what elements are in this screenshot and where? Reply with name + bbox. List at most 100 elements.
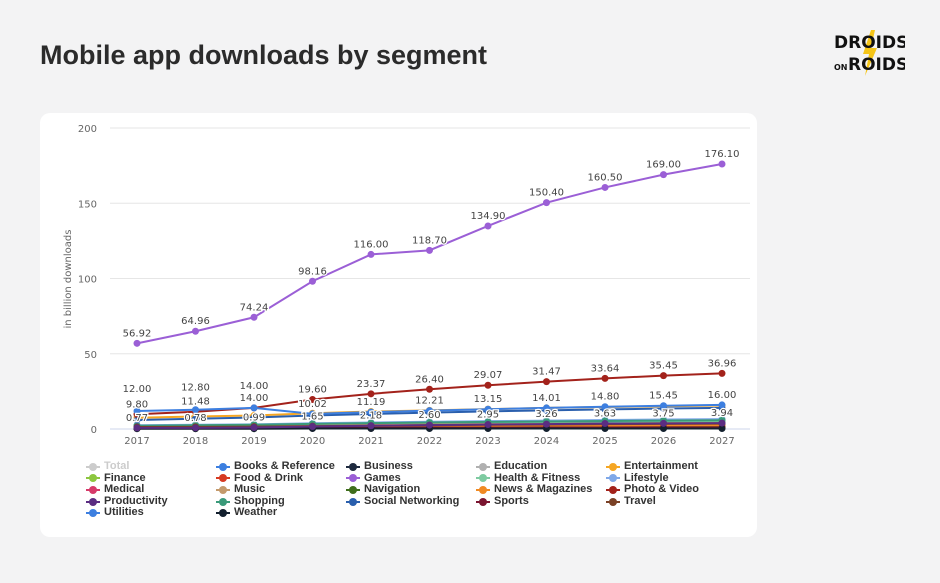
- data-point-utilities: [543, 404, 550, 412]
- data-label: 36.96: [708, 358, 737, 369]
- y-tick-label: 100: [78, 275, 97, 286]
- data-point-photo-video: [660, 372, 667, 380]
- data-point-photo-video: [309, 396, 316, 404]
- legend-item[interactable]: Education: [476, 461, 606, 473]
- data-point-social-networking: [192, 415, 199, 423]
- legend-label: Weather: [234, 507, 278, 519]
- legend-item[interactable]: Social Networking: [346, 496, 476, 508]
- data-point-social-networking: [250, 414, 258, 422]
- legend-item[interactable]: Books & Reference: [216, 461, 346, 473]
- data-point-utilities: [660, 402, 667, 410]
- data-label: 9.80: [126, 399, 148, 410]
- legend-marker-icon: [346, 485, 360, 495]
- legend-item[interactable]: Travel: [606, 496, 736, 508]
- data-point-productivity: [543, 420, 550, 428]
- x-tick-label: 2019: [241, 436, 266, 447]
- legend-item[interactable]: Entertainment: [606, 461, 736, 473]
- legend-label: Total: [104, 461, 130, 472]
- legend-item[interactable]: Games: [346, 473, 476, 485]
- y-tick-label: 200: [78, 124, 97, 135]
- data-point-utilities: [601, 403, 609, 411]
- data-label: 2.95: [477, 410, 499, 421]
- data-label: 74.24: [240, 302, 269, 313]
- data-label: 2.60: [418, 410, 440, 421]
- data-label: 31.47: [532, 367, 561, 378]
- legend-marker-icon: [86, 473, 100, 483]
- legend-item[interactable]: Shopping: [216, 496, 346, 508]
- data-point-utilities: [309, 410, 316, 418]
- data-label: 160.50: [588, 172, 623, 183]
- legend-marker-icon: [476, 473, 490, 483]
- legend-label: Travel: [624, 495, 656, 507]
- legend-label: Finance: [104, 472, 146, 484]
- data-label: 29.07: [474, 370, 503, 381]
- data-label: 11.19: [357, 397, 386, 408]
- legend-label: Photo & Video: [624, 484, 699, 496]
- legend: Total Books & Reference Business Education E…: [86, 461, 746, 519]
- data-label: 3.94: [711, 408, 733, 419]
- data-label: 98.16: [298, 266, 327, 277]
- data-label: 23.37: [357, 379, 386, 390]
- data-label: 35.45: [649, 361, 678, 372]
- data-point-photo-video: [601, 374, 609, 382]
- legend-label: Education: [494, 461, 548, 472]
- legend-label: Books & Reference: [234, 461, 335, 472]
- data-label: 169.00: [646, 160, 681, 171]
- data-label: 0.78: [184, 413, 206, 424]
- data-point-productivity: [309, 423, 316, 431]
- data-point-social-networking: [133, 416, 141, 424]
- data-label: 11.48: [181, 397, 210, 408]
- legend-marker-icon: [216, 473, 230, 483]
- legend-item[interactable]: Productivity: [86, 496, 216, 508]
- legend-label: Food & Drink: [234, 472, 304, 484]
- legend-item[interactable]: Medical: [86, 484, 216, 496]
- data-label: 14.01: [532, 393, 561, 404]
- data-point-utilities: [133, 407, 141, 415]
- data-point-games: [133, 339, 141, 347]
- legend-item[interactable]: Music: [216, 484, 346, 496]
- legend-item[interactable]: Food & Drink: [216, 473, 346, 485]
- data-point-weather: [718, 425, 726, 433]
- legend-item[interactable]: Weather: [216, 507, 346, 519]
- x-tick-label: 2020: [300, 436, 325, 447]
- legend-item[interactable]: Photo & Video: [606, 484, 736, 496]
- data-point-utilities: [718, 401, 726, 409]
- legend-item[interactable]: News & Magazines: [476, 484, 606, 496]
- y-axis-label: in billion downloads: [63, 230, 74, 329]
- chart-card: [40, 113, 757, 537]
- x-tick-label: 2027: [709, 436, 734, 447]
- data-label: 10.02: [298, 399, 327, 410]
- data-label: 15.45: [649, 391, 678, 402]
- legend-label: Shopping: [234, 495, 285, 507]
- legend-label: Lifestyle: [624, 472, 669, 484]
- data-label: 3.63: [594, 409, 616, 420]
- svg-text:DROIDS: DROIDS: [834, 33, 905, 53]
- legend-item[interactable]: Lifestyle: [606, 473, 736, 485]
- data-point-games: [250, 313, 258, 321]
- legend-item[interactable]: Sports: [476, 496, 606, 508]
- legend-label: Navigation: [364, 484, 421, 496]
- legend-item[interactable]: Navigation: [346, 484, 476, 496]
- data-point-productivity: [367, 422, 375, 430]
- legend-marker-icon: [476, 485, 490, 495]
- data-point-weather: [601, 425, 609, 433]
- data-label: 64.96: [181, 316, 210, 327]
- legend-item[interactable]: Business: [346, 461, 476, 473]
- data-label: 12.00: [123, 384, 152, 395]
- svg-text:ON: ON: [834, 63, 848, 72]
- data-point-utilities: [426, 407, 433, 415]
- data-label: 26.40: [415, 374, 444, 385]
- data-label: 14.00: [240, 381, 269, 392]
- legend-item[interactable]: Health & Fitness: [476, 473, 606, 485]
- legend-item[interactable]: Finance: [86, 473, 216, 485]
- legend-marker-icon: [216, 485, 230, 495]
- droids-on-roids-logo: DROIDS ON ROIDS: [834, 30, 905, 76]
- data-point-games: [426, 246, 433, 254]
- legend-item[interactable]: Utilities: [86, 507, 216, 519]
- data-label: 3.26: [535, 409, 557, 420]
- data-point-games: [543, 199, 550, 207]
- legend-item[interactable]: Total: [86, 461, 216, 473]
- data-label: 134.90: [471, 211, 506, 222]
- data-point-productivity: [484, 421, 492, 429]
